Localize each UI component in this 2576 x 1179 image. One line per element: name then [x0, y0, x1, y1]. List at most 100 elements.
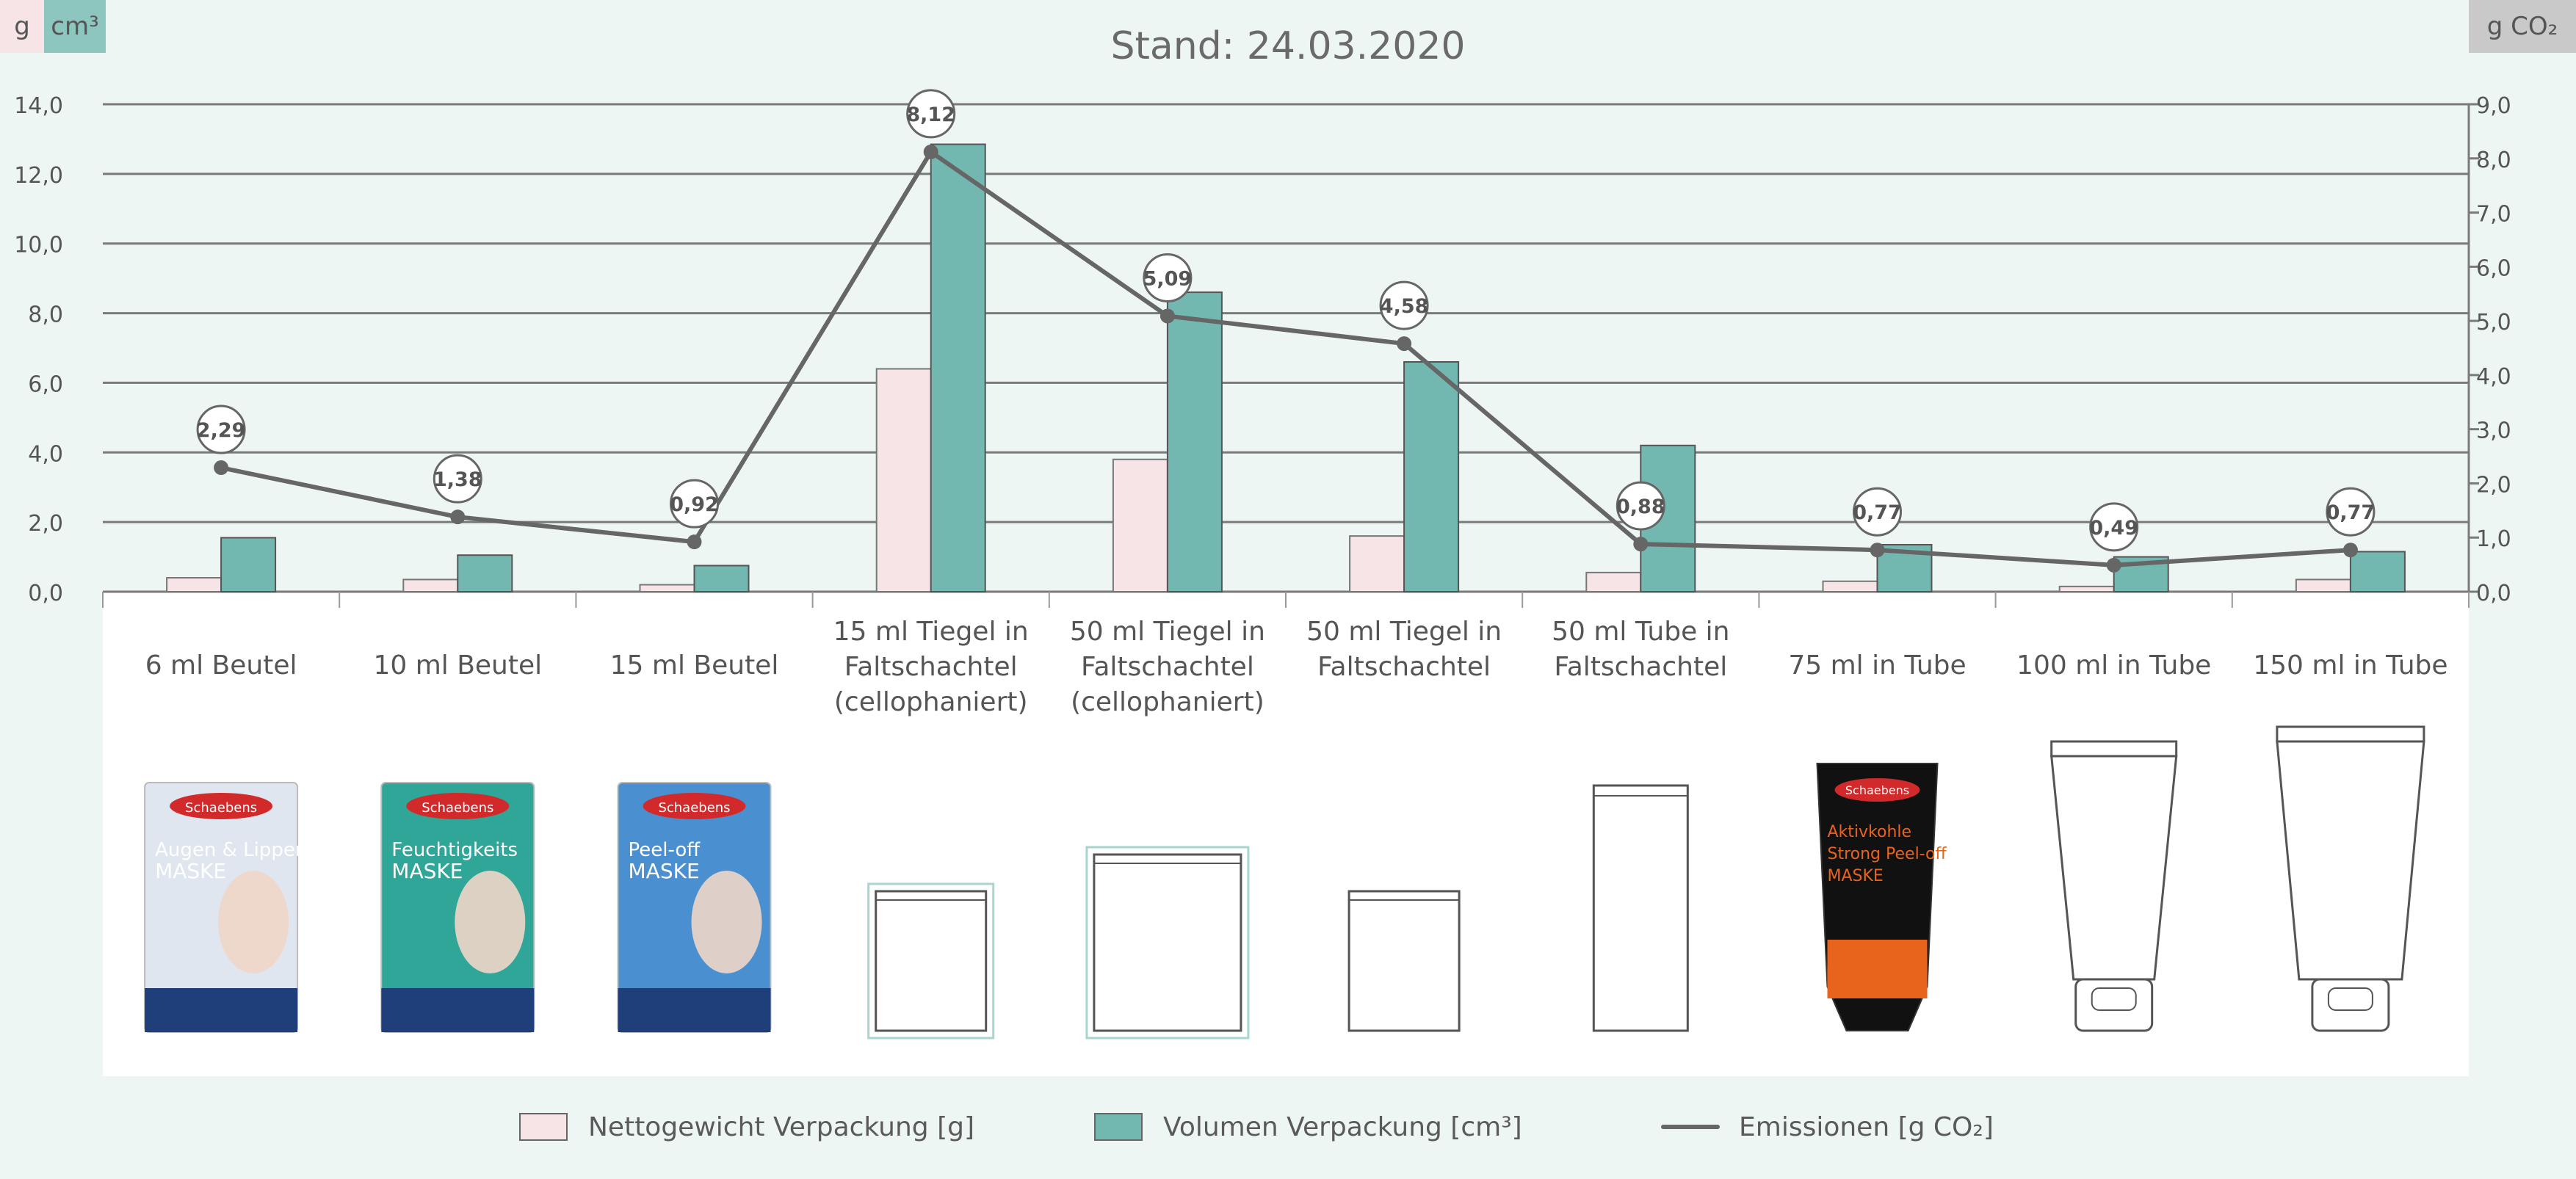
legend: Nettogewicht Verpackung [g] Volumen Verp… [0, 1105, 2576, 1149]
product-name: MASKE [155, 859, 226, 883]
bar-volume [2349, 551, 2406, 593]
bar-weight [2058, 585, 2115, 593]
brand-text: Schaebens [185, 800, 257, 816]
x-tick-label: 10 ml Beutel [373, 650, 542, 681]
product-name: Feuchtigkeits [391, 839, 518, 861]
bar-weight [639, 584, 695, 592]
product-tube-outline [2276, 725, 2425, 1032]
brand-logo [170, 793, 273, 819]
emissions-point [214, 460, 229, 476]
y-left-tick-label: 12,0 [14, 163, 63, 189]
emissions-data-label: 0,88 [1616, 496, 1665, 518]
product-name: Strong Peel-off [1828, 845, 1947, 863]
x-tick-label: 50 ml Tiegel in [1306, 617, 1502, 647]
legend-swatch-weight [519, 1113, 568, 1141]
cellophane [1085, 846, 1250, 1040]
tube-cap-detail [2327, 987, 2373, 1011]
product-name: Peel-off [629, 839, 701, 861]
bar-weight [875, 368, 932, 592]
box-outline [1093, 853, 1242, 1032]
brand-text: Schaebens [658, 800, 730, 816]
emissions-line [220, 149, 2351, 567]
product-black-tube: Schaebens Aktivkohle Strong Peel-off MASKE [1816, 763, 1947, 1031]
emissions-label-bubble [1143, 253, 1193, 302]
y-left-tick-label: 0,0 [28, 581, 63, 606]
emissions-label-bubble [670, 479, 719, 529]
emissions-data-label: 5,09 [1143, 267, 1193, 290]
face-illustration [218, 871, 289, 973]
emissions-data-label: 0,92 [670, 493, 719, 516]
legend-item-volume: Volumen Verpackung [cm³] [1094, 1105, 1522, 1149]
x-tick-label: 15 ml Tiegel in [833, 617, 1029, 647]
tube-body [2276, 740, 2425, 981]
chart-title: Stand: 24.03.2020 [1110, 24, 1465, 68]
bar-volume [457, 554, 513, 593]
emissions-point [2342, 543, 2358, 558]
bar-volume [693, 565, 750, 593]
emissions-data-label: 0,77 [1853, 501, 1902, 524]
legend-item-emissions: Emissionen [g CO₂] [1661, 1105, 1994, 1149]
legend-item-weight: Nettogewicht Verpackung [g] [519, 1105, 974, 1149]
product-box-outline [1347, 890, 1461, 1032]
emissions-point [923, 144, 938, 159]
emissions-data-label: 8,12 [906, 104, 955, 126]
product-name: MASKE [629, 859, 700, 883]
x-tick-label: 75 ml in Tube [1788, 650, 1966, 681]
tube-crimp [2050, 740, 2178, 758]
x-tick-label: (cellophaniert) [834, 687, 1028, 717]
bar-weight [402, 578, 459, 593]
cellophane [867, 882, 995, 1040]
y-right-tick-label: 0,0 [2476, 581, 2511, 606]
bar-weight [1112, 458, 1168, 592]
emissions-data-label: 2,29 [197, 419, 246, 442]
left-unit-cm: cm³ [44, 0, 106, 53]
y-right-tick-label: 4,0 [2476, 364, 2511, 390]
x-tick-label: Faltschachtel [1554, 652, 1727, 682]
tube-crimp [2276, 725, 2425, 743]
emissions-point [450, 509, 466, 525]
x-tick-label: 50 ml Tube in [1552, 617, 1729, 647]
emissions-point [1397, 336, 1412, 352]
emissions-data-label: 0,49 [2089, 517, 2138, 540]
tube-cap-detail [2091, 987, 2137, 1011]
emissions-label-bubble [1379, 280, 1429, 330]
face-illustration [691, 871, 762, 973]
y-right-tick-label: 1,0 [2476, 526, 2511, 552]
y-right-tick-label: 7,0 [2476, 202, 2511, 228]
y-right-tick-label: 9,0 [2476, 93, 2511, 119]
sachet-footer [145, 988, 298, 1032]
product-name: MASKE [391, 859, 463, 883]
x-tick-label: 50 ml Tiegel in [1070, 617, 1265, 647]
product-box-outline [867, 882, 995, 1040]
box-outline [1347, 890, 1461, 1032]
box-outline [1592, 784, 1689, 1032]
x-tick-label: 100 ml in Tube [2016, 650, 2211, 681]
y-left-tick-label: 8,0 [28, 302, 63, 328]
tube-stripe [1827, 940, 1928, 998]
legend-label-emissions: Emissionen [g CO₂] [1739, 1111, 1994, 1142]
legend-swatch-volume [1094, 1113, 1143, 1141]
emissions-point [1159, 308, 1175, 324]
product-name: MASKE [1828, 867, 1884, 885]
emissions-label-bubble [2089, 502, 2139, 552]
emissions-data-label: 4,58 [1380, 295, 1429, 318]
y-left-tick-label: 6,0 [28, 371, 63, 397]
legend-label-weight: Nettogewicht Verpackung [g] [588, 1111, 975, 1142]
bar-weight [166, 577, 222, 592]
y-right-tick-label: 3,0 [2476, 418, 2511, 444]
emissions-data-label: 1,38 [433, 468, 482, 491]
product-tube-outline [2050, 740, 2178, 1032]
emissions-point [2106, 557, 2121, 573]
emissions-label-bubble [1616, 481, 1665, 531]
emissions-label-bubble [196, 405, 246, 454]
brand-text: Schaebens [1845, 783, 1909, 797]
brand-logo [406, 793, 510, 819]
x-tick-label: 6 ml Beutel [145, 650, 297, 681]
x-tick-label: (cellophaniert) [1071, 687, 1265, 717]
product-tall-box-outline [1592, 784, 1689, 1032]
y-right-tick-label: 6,0 [2476, 255, 2511, 281]
title-band [0, 0, 2576, 94]
bar-volume [1166, 291, 1223, 592]
